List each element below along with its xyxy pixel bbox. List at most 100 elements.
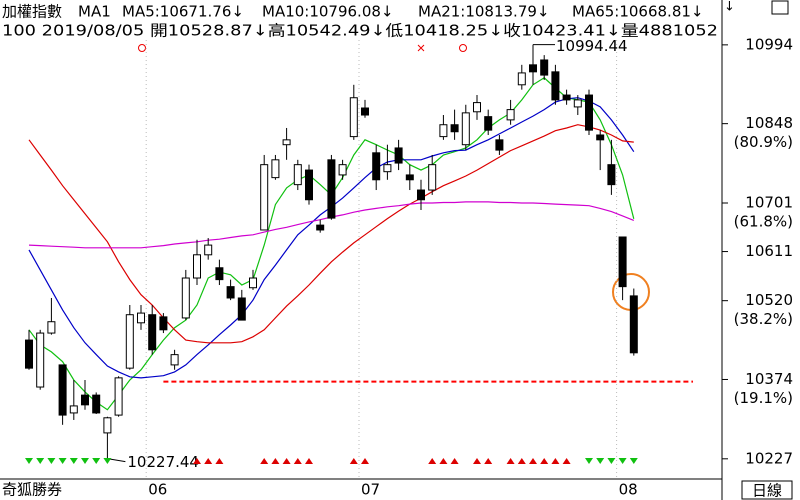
candle-body — [148, 314, 157, 351]
candle-body — [573, 99, 582, 108]
candle-body — [260, 164, 269, 231]
signal-triangle — [629, 458, 638, 464]
candle-body — [327, 159, 336, 219]
candle-body — [170, 354, 179, 366]
candle-body — [58, 364, 67, 416]
signal-triangle — [562, 458, 571, 464]
candle-body — [204, 244, 213, 256]
candle-body — [450, 124, 459, 133]
signal-triangle — [618, 458, 627, 464]
legend-entry: MA10:10796.08↓ — [262, 3, 393, 21]
candle-body — [271, 159, 280, 179]
candle-body — [125, 314, 134, 369]
candle-body — [349, 97, 358, 138]
y-tick-label: 10227 — [745, 449, 793, 467]
signal-triangle — [36, 458, 45, 464]
candle-body — [114, 377, 123, 416]
legend-entry: MA5:10671.76↓ — [122, 3, 244, 21]
ma-line — [28, 124, 634, 344]
signal-triangle — [305, 458, 313, 464]
x-tick-label: 06 — [148, 481, 167, 499]
candle-body — [361, 107, 369, 116]
candle-body — [47, 321, 56, 334]
candle-body — [36, 332, 45, 388]
signal-triangle — [349, 458, 358, 464]
signal-circle — [138, 44, 146, 52]
candle-body — [25, 339, 33, 369]
candle-body — [506, 109, 515, 121]
signal-triangle — [361, 458, 369, 464]
menu-arrow[interactable]: ↓ — [724, 0, 735, 15]
candle-body — [338, 164, 347, 176]
x-tick-label: 07 — [361, 481, 380, 499]
high-annotation: 10994.44 — [556, 37, 628, 55]
signal-circle — [459, 44, 467, 52]
candle-body — [69, 405, 78, 414]
signal-triangle — [551, 458, 560, 464]
signal-triangle — [69, 458, 78, 464]
low-annotation: 10227.44 — [127, 453, 199, 471]
candle-body — [417, 189, 425, 201]
signal-triangle — [271, 458, 280, 464]
candle-body — [529, 64, 537, 73]
y-tick-note: (19.1%) — [734, 389, 793, 407]
candle-body — [181, 277, 190, 319]
candle-body — [103, 417, 112, 434]
candle-body — [215, 267, 224, 281]
period[interactable]: 日線 — [752, 482, 782, 500]
candle-body — [473, 102, 481, 113]
candle-body — [629, 295, 638, 354]
legend-entry: MA21:10813.79↓ — [418, 3, 549, 21]
y-tick-label: 10374 — [745, 370, 793, 388]
candle-body — [249, 277, 257, 289]
footer: 奇狐勝券 — [2, 481, 62, 499]
candle-body — [585, 94, 593, 131]
signal-triangle — [47, 458, 56, 464]
candle-body — [607, 164, 616, 186]
signal-triangle — [92, 458, 101, 464]
candle-body — [596, 134, 605, 141]
candle-body — [495, 139, 504, 151]
y-tick-label: 10611 — [745, 242, 793, 260]
candle-body — [461, 112, 470, 146]
window-button[interactable] — [771, 0, 789, 15]
signal-triangle — [517, 458, 526, 464]
y-tick-label: 10701 — [745, 193, 793, 211]
y-tick-label: 10520 — [745, 291, 793, 309]
y-tick-label: 10994 — [745, 35, 793, 53]
info-line: 100 2019/08/05 開10528.87↓高10542.49↓低1041… — [2, 22, 718, 40]
candle-body — [226, 286, 235, 299]
candle-body — [137, 312, 145, 324]
candle-body — [562, 94, 571, 101]
candle-body — [439, 124, 448, 138]
period-box[interactable] — [741, 480, 793, 500]
signal-triangle — [540, 458, 549, 464]
candle-body — [383, 164, 392, 173]
signal-triangle — [215, 458, 224, 464]
candle-body — [237, 297, 246, 321]
signal-triangle — [484, 458, 493, 464]
candle-body — [193, 254, 201, 279]
y-tick-label: 10848 — [745, 114, 793, 132]
candle-body — [484, 116, 493, 131]
candle-body — [92, 394, 101, 414]
candle-body — [618, 236, 627, 288]
signal-triangle — [596, 458, 605, 464]
candle-body — [159, 316, 168, 331]
signal-triangle — [473, 458, 481, 464]
signal-triangle — [193, 458, 201, 464]
y-tick-note: (61.8%) — [734, 212, 793, 230]
candle-body — [517, 72, 526, 86]
chart-subtitle: MA1 — [78, 3, 111, 21]
y-tick-note: (80.9%) — [734, 133, 793, 151]
signal-triangle — [428, 458, 437, 464]
signal-triangle — [81, 458, 89, 464]
signal-cross — [417, 44, 425, 52]
y-tick-note: (38.2%) — [734, 310, 793, 328]
candle-body — [316, 224, 325, 231]
signal-triangle — [585, 458, 593, 464]
candle-body — [405, 174, 414, 181]
candle-body — [540, 59, 549, 76]
candle-body — [394, 147, 403, 164]
signal-triangle — [282, 458, 291, 464]
